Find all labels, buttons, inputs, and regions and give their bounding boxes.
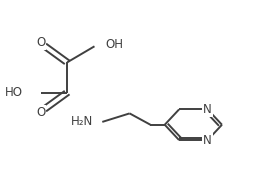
Text: H₂N: H₂N [71, 115, 93, 128]
Text: N: N [203, 134, 212, 146]
Text: O: O [37, 106, 46, 119]
Text: O: O [37, 36, 46, 49]
Text: HO: HO [5, 86, 23, 99]
Text: OH: OH [105, 39, 123, 51]
Text: N: N [203, 103, 212, 116]
